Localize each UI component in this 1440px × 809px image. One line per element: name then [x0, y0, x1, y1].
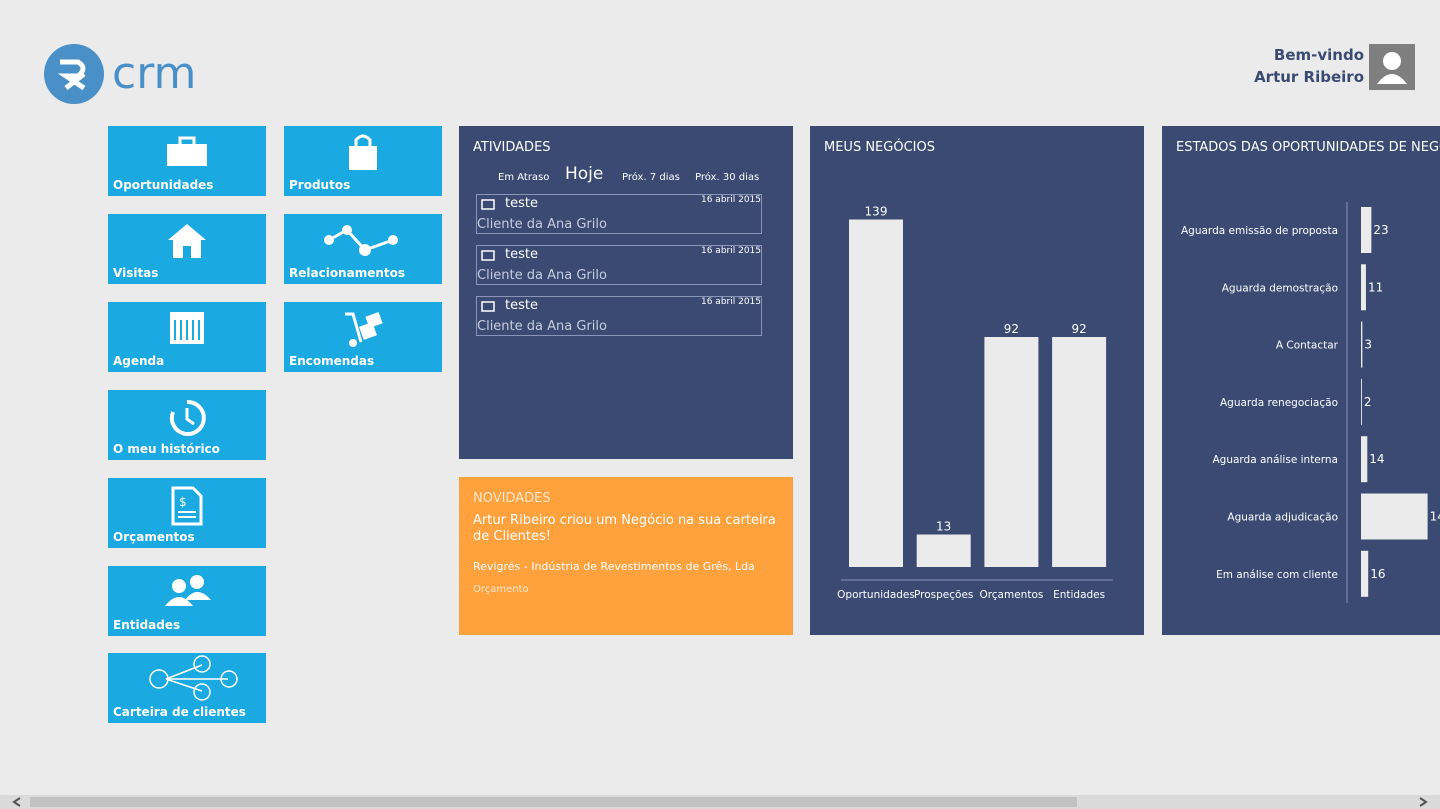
deals-panel: MEUS NEGÓCIOS 139 Oportunidades 13 Prospeçõ…: [810, 126, 1144, 635]
activity-item[interactable]: teste 16 abril 2015 Cliente da Ana Grilo: [476, 296, 762, 336]
category-label: Aguarda demostração: [1222, 282, 1338, 294]
bar: [1361, 264, 1366, 311]
tile[interactable]: Relacionamentos: [284, 214, 442, 284]
value-label: 148: [1430, 510, 1440, 524]
news-company: Revigrés - Indústria de Revestimentos de…: [473, 560, 755, 573]
activity-date: 16 abril 2015: [700, 195, 761, 205]
tile-label: Relacionamentos: [289, 266, 406, 280]
activity-icon: [481, 250, 495, 261]
tile[interactable]: Agenda: [108, 302, 266, 372]
activity-icon: [481, 301, 495, 312]
tile-label: Produtos: [289, 178, 351, 192]
tile[interactable]: Produtos: [284, 126, 442, 196]
svg-text:$: $: [179, 495, 187, 509]
tile-label: Orçamentos: [113, 530, 195, 544]
category-label: Prospeções: [914, 589, 973, 601]
bar: [1361, 493, 1428, 540]
value-label: 11: [1368, 280, 1383, 294]
category-label: Aguarda análise interna: [1212, 454, 1338, 466]
tab[interactable]: Próx. 7 dias: [622, 172, 680, 183]
value-label: 16: [1370, 567, 1385, 581]
bar: [1361, 321, 1363, 368]
activity-client: Cliente da Ana Grilo: [477, 217, 607, 232]
category-label: Orçamentos: [979, 589, 1043, 601]
category-label: Aguarda adjudicação: [1227, 512, 1338, 524]
category-label: Entidades: [1053, 589, 1105, 601]
tile-label: Oportunidades: [113, 178, 214, 192]
bar: [849, 219, 903, 567]
value-label: 92: [1071, 322, 1086, 336]
value-label: 23: [1373, 223, 1388, 237]
category-label: A Contactar: [1276, 340, 1339, 352]
category-label: Aguarda emissão de proposta: [1181, 225, 1338, 237]
deals-chart: 139 Oportunidades 13 Prospeções 92 Orçamentos…: [837, 205, 1113, 601]
tab[interactable]: Hoje: [565, 164, 604, 184]
tile[interactable]: $ Orçamentos: [108, 478, 266, 548]
logo-text: crm: [112, 48, 196, 99]
value-label: 2: [1364, 395, 1372, 409]
news-panel: NOVIDADES Artur Ribeiro criou um Negócio…: [459, 477, 793, 635]
tile[interactable]: Entidades: [108, 566, 266, 636]
tile-label: Carteira de clientes: [113, 705, 246, 719]
icon-shape: [481, 199, 495, 210]
activity-icon: [481, 199, 495, 210]
tile-label: O meu histórico: [113, 442, 220, 456]
bar: [1361, 207, 1372, 253]
value-label: 13: [936, 520, 951, 534]
tile[interactable]: Carteira de clientes: [108, 653, 266, 723]
greeting-box: Bem-vindo Artur Ribeiro: [1254, 44, 1364, 88]
value-label: 3: [1364, 338, 1372, 352]
category-label: Oportunidades: [837, 589, 915, 601]
news-kind: Orçamento: [473, 584, 529, 595]
states-panel: ESTADOS DAS OPORTUNIDADES DE NEGÓCIO Agu…: [1162, 126, 1440, 635]
category-label: Em análise com cliente: [1216, 569, 1338, 581]
panel-title: NOVIDADES: [473, 491, 551, 506]
icon-shape: [481, 301, 495, 312]
activity-title: teste: [505, 298, 538, 313]
activity-item[interactable]: teste 16 abril 2015 Cliente da Ana Grilo: [476, 245, 762, 285]
user-name: Artur Ribeiro: [1254, 68, 1364, 86]
scrollbar[interactable]: [0, 795, 1440, 809]
activity-title: teste: [505, 247, 538, 262]
news-message[interactable]: Artur Ribeiro criou um Negócio na sua ca…: [473, 513, 776, 544]
bar: [1361, 436, 1368, 483]
panel-title: ESTADOS DAS OPORTUNIDADES DE NEGÓCIO: [1176, 140, 1440, 155]
value-label: 92: [1004, 322, 1019, 336]
bar: [1361, 550, 1369, 597]
activity-client: Cliente da Ana Grilo: [477, 319, 607, 334]
category-label: Aguarda renegociação: [1220, 397, 1338, 409]
tile[interactable]: O meu histórico: [108, 390, 266, 460]
activity-item[interactable]: teste 16 abril 2015 Cliente da Ana Grilo: [476, 194, 762, 234]
bar: [916, 534, 971, 567]
tile[interactable]: Visitas: [108, 214, 266, 284]
tile-label: Visitas: [113, 266, 159, 280]
activity-date: 16 abril 2015: [700, 297, 761, 307]
avatar[interactable]: [1369, 44, 1415, 90]
logo: crm: [44, 44, 196, 104]
tab[interactable]: Próx. 30 dias: [695, 172, 760, 183]
activity-title: teste: [505, 196, 538, 211]
icon-shape: [481, 250, 495, 261]
tile-label: Encomendas: [289, 354, 375, 368]
panel-title: ATIVIDADES: [473, 140, 551, 155]
value-label: 139: [865, 205, 888, 219]
tab[interactable]: Em Atraso: [498, 172, 550, 183]
activities-panel: ATIVIDADES Em Atraso Hoje Próx. 7 dias P…: [459, 126, 793, 459]
bar: [984, 337, 1039, 567]
tile[interactable]: Oportunidades: [108, 126, 266, 196]
bar: [1361, 378, 1362, 425]
activity-client: Cliente da Ana Grilo: [477, 268, 607, 283]
value-label: 14: [1369, 452, 1384, 466]
bar: [1052, 337, 1107, 567]
panel-title: MEUS NEGÓCIOS: [824, 140, 935, 155]
greeting: Bem-vindo: [1273, 46, 1364, 64]
tile-label: Entidades: [113, 618, 181, 632]
tile[interactable]: Encomendas: [284, 302, 442, 372]
tile-label: Agenda: [113, 354, 165, 368]
activity-date: 16 abril 2015: [700, 246, 761, 256]
